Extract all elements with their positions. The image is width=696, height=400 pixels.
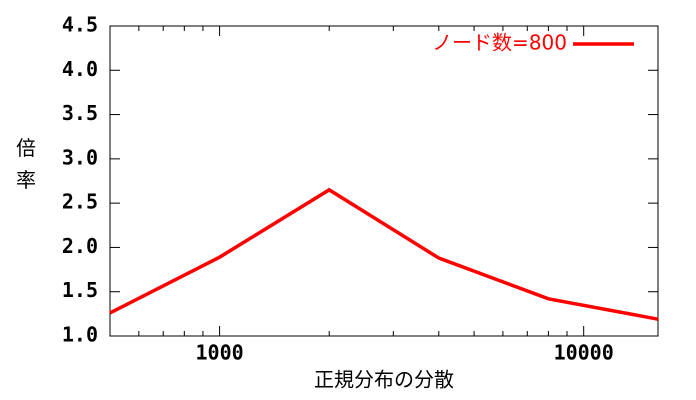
y-tick-label: 4.0 [62,57,98,81]
y-tick-label: 4.5 [62,13,98,37]
y-tick-label: 2.5 [62,190,98,214]
legend-label: ノード数=800 [432,31,567,55]
y-tick-label: 1.0 [62,323,98,347]
y-tick-label: 3.0 [62,145,98,169]
data-line [109,187,659,321]
y-tick-label: 2.0 [62,234,98,258]
y-tick-label: 1.5 [62,278,98,302]
x-tick-label: 10000 [554,341,614,365]
plot-frame [109,25,659,337]
y-tick-label: 3.5 [62,101,98,125]
x-tick-label: 1000 [196,341,244,365]
x-axis-label: 正規分布の分散 [314,368,454,392]
y-axis-label: 倍率 [16,136,36,192]
